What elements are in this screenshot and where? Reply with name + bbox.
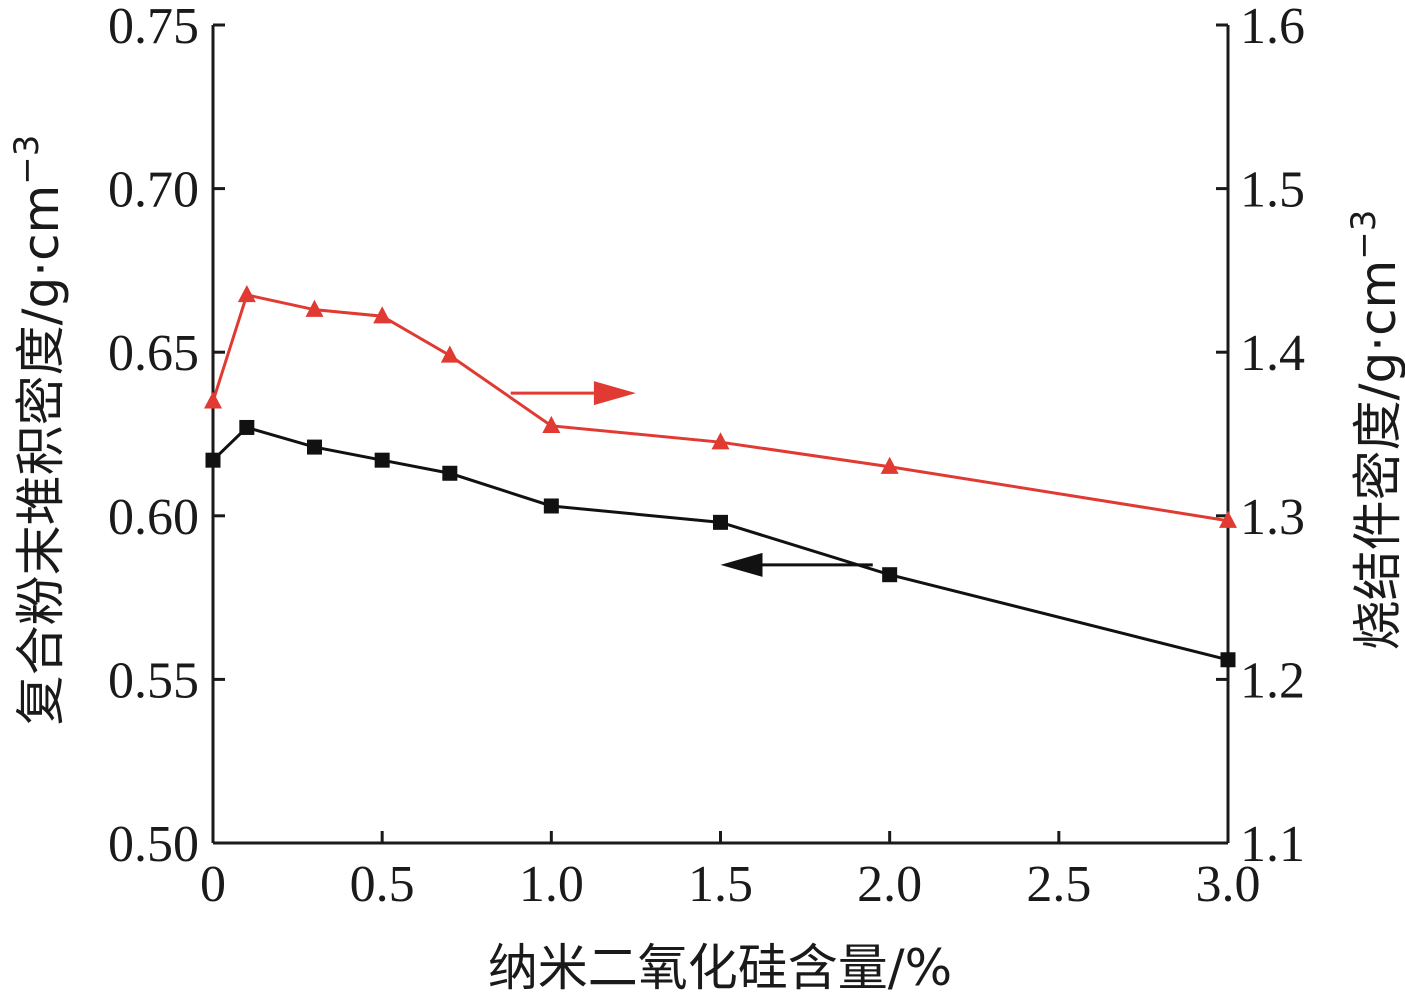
left-axis-title-sup: −3 — [7, 135, 47, 185]
series-sintered-density — [204, 285, 1237, 528]
sintered-density-point — [711, 432, 730, 450]
bulk-density-point — [1220, 652, 1236, 668]
sintered-density-point — [542, 415, 561, 434]
x-tick-label: 2.5 — [1026, 856, 1091, 913]
ticks: 0 0.5 1.0 1.5 2.0 2.5 3.0 0.50 0.55 0.60 0.65 0.70 0… — [108, 0, 1305, 913]
x-tick-label: 0.5 — [350, 856, 415, 913]
bulk-density-point — [713, 514, 728, 530]
bulk-density-point — [442, 465, 458, 481]
right-axis-title: 烧结件密度/g·cm−3 — [1344, 210, 1405, 651]
left-tick-label: 0.50 — [108, 816, 199, 873]
bulk-density-point — [205, 452, 221, 468]
right-tick-label: 1.3 — [1240, 489, 1305, 546]
left-arrow-head — [720, 552, 763, 577]
x-tick-label: 0 — [200, 856, 226, 913]
bulk-density-line — [211, 425, 1229, 662]
bulk-density-point — [882, 567, 898, 583]
x-tick-label: 1.0 — [519, 856, 584, 913]
left-tick-label: 0.70 — [108, 162, 199, 219]
left-tick-label: 0.60 — [108, 489, 199, 546]
right-tick-label: 1.5 — [1240, 162, 1305, 219]
x-axis-title: 纳米二氧化硅含量/% — [488, 939, 952, 994]
bulk-density-point — [543, 498, 559, 514]
x-tick-label: 3.0 — [1196, 856, 1261, 913]
x-tick-label: 2.0 — [857, 856, 922, 913]
left-tick-label: 0.55 — [108, 652, 199, 709]
x-tick-label: 1.5 — [688, 856, 753, 913]
sintered-density-point — [440, 345, 459, 363]
annotations — [510, 381, 873, 577]
series-bulk-density — [205, 419, 1236, 668]
sintered-density-point — [373, 306, 392, 324]
right-tick-label: 1.4 — [1240, 325, 1305, 382]
sintered-density-line — [211, 293, 1229, 523]
sintered-density-point — [1219, 510, 1237, 528]
right-tick-label: 1.1 — [1240, 816, 1305, 873]
right-tick-label: 1.6 — [1240, 0, 1305, 55]
left-tick-label: 0.65 — [108, 325, 199, 382]
left-tick-label: 0.75 — [108, 0, 199, 55]
right-axis-title-main: 烧结件密度/g·cm — [1349, 260, 1405, 651]
right-arrow-head — [593, 381, 636, 406]
sintered-density-point — [305, 299, 324, 317]
right-tick-label: 1.2 — [1240, 652, 1305, 709]
sintered-density-point — [204, 391, 222, 409]
bulk-density-point — [307, 439, 322, 455]
bulk-density-point — [374, 452, 390, 468]
bulk-density-point — [239, 419, 255, 435]
sintered-density-point — [237, 285, 256, 303]
sintered-density-point — [880, 456, 899, 474]
left-axis-title-main: 复合粉末堆积密度/g·cm — [12, 185, 70, 726]
left-axis-title: 复合粉末堆积密度/g·cm−3 — [7, 135, 70, 726]
right-axis-title-sup: −3 — [1344, 210, 1384, 260]
